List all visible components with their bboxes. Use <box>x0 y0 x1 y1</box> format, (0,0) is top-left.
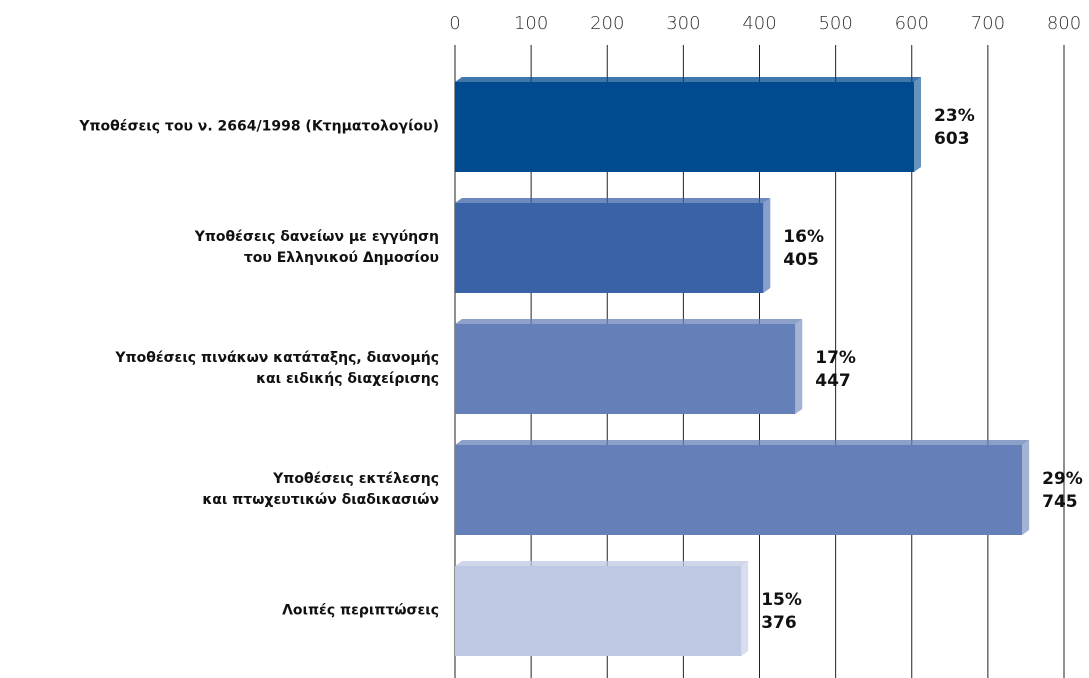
bar <box>455 445 1023 535</box>
x-tick-label: 400 <box>742 13 776 34</box>
x-tick-label: 200 <box>590 13 624 34</box>
share-label: 16% <box>783 227 824 247</box>
category-label: Λοιπές περιπτώσεις <box>282 602 439 619</box>
share-label: 23% <box>934 106 975 126</box>
share-label: 15% <box>761 590 802 610</box>
value-label: 376 <box>761 613 797 633</box>
bar-top <box>455 319 803 324</box>
bar-top <box>455 77 922 82</box>
category-label: Υποθέσεις εκτέλεσης και πτωχευτικών διαδ… <box>202 471 439 508</box>
x-tick-label: 800 <box>1047 13 1081 34</box>
bar-side <box>763 198 771 293</box>
bar-top <box>455 561 749 566</box>
value-label: 603 <box>934 129 970 149</box>
bar-side <box>914 77 922 172</box>
category-label: Υποθέσεις πινάκων κατάταξης, διανομής κα… <box>115 350 439 387</box>
bar-top <box>455 440 1030 445</box>
x-tick-label: 0 <box>449 13 460 34</box>
x-tick-label: 300 <box>666 13 700 34</box>
bar-top <box>455 198 771 203</box>
bar-side <box>741 561 749 656</box>
bar <box>455 566 742 656</box>
value-label: 447 <box>815 371 851 391</box>
category-label: Υποθέσεις δανείων με εγγύηση του Ελληνικ… <box>194 229 439 266</box>
bar-side <box>1022 440 1030 535</box>
bar <box>455 82 915 172</box>
share-label: 17% <box>815 348 856 368</box>
value-label: 405 <box>783 250 819 270</box>
bar-side <box>795 319 803 414</box>
x-tick-label: 500 <box>818 13 852 34</box>
x-tick-label: 700 <box>971 13 1005 34</box>
bar <box>455 324 796 414</box>
value-label: 745 <box>1042 492 1078 512</box>
share-label: 29% <box>1042 469 1083 489</box>
x-tick-label: 600 <box>895 13 929 34</box>
x-tick-label: 100 <box>514 13 548 34</box>
bar <box>455 203 764 293</box>
category-label: Υποθέσεις του ν. 2664/1998 (Κτηματολογίο… <box>79 118 439 135</box>
